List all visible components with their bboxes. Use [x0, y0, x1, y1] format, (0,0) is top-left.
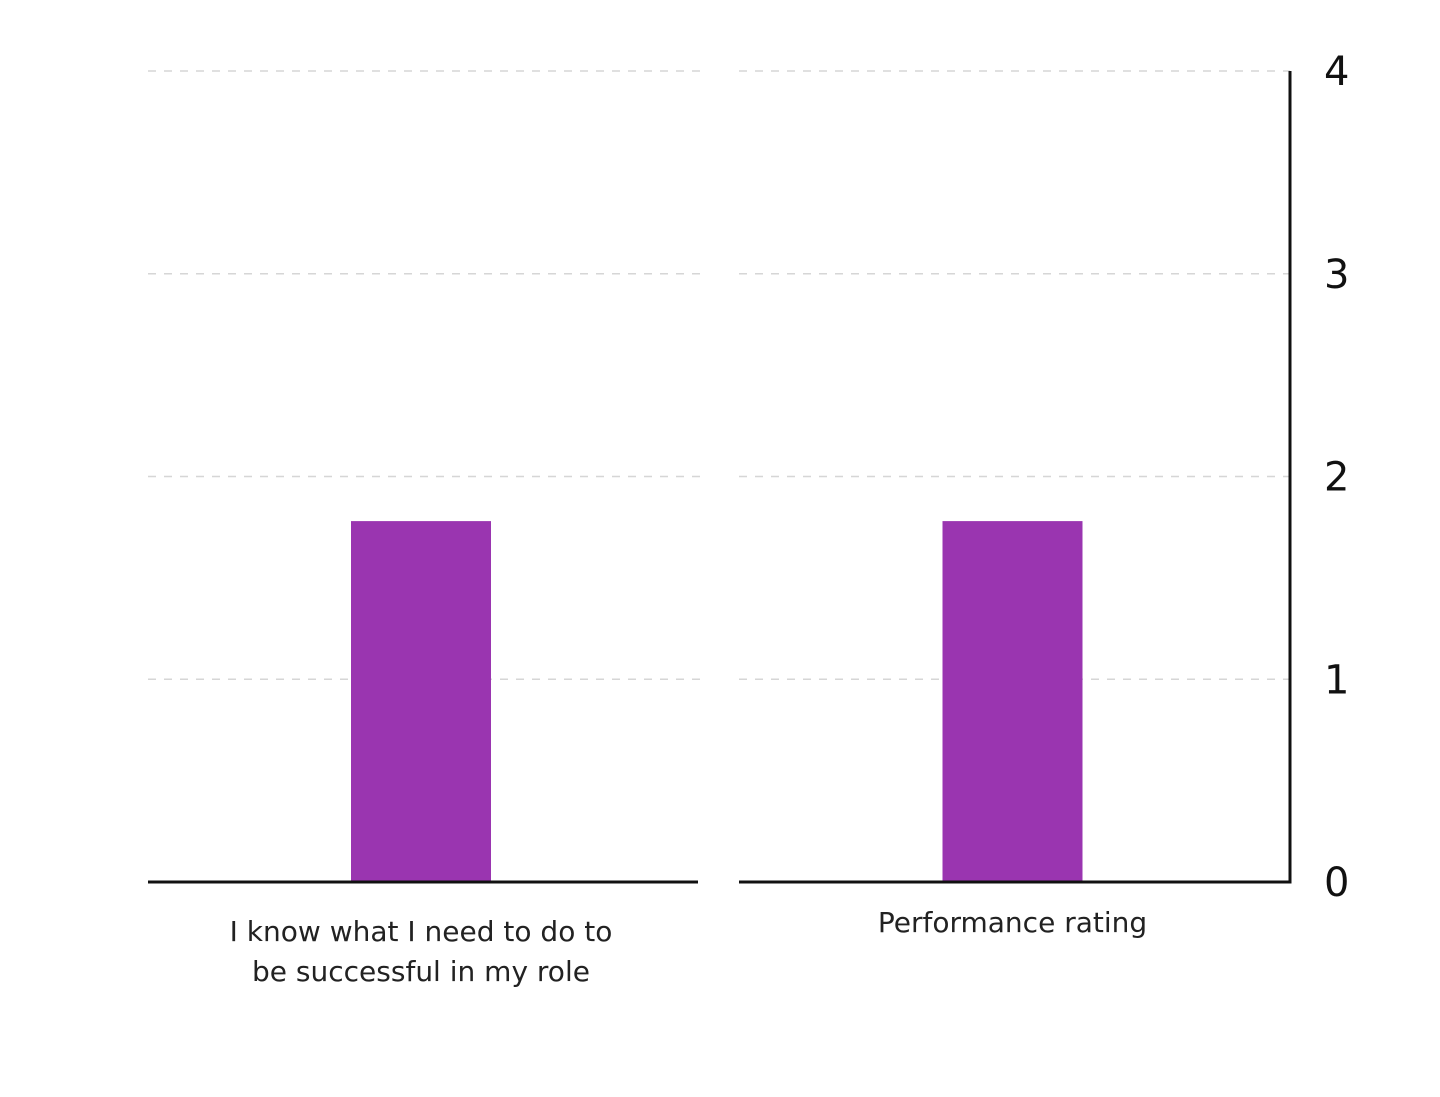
category-label: I know what I need to do to be successful…	[230, 915, 613, 988]
bar	[351, 521, 491, 882]
bars	[351, 521, 1083, 882]
category-label: Performance rating	[878, 906, 1147, 939]
bar	[942, 521, 1083, 882]
y-tick-label: 4	[1324, 49, 1349, 95]
y-tick-label: 0	[1324, 860, 1349, 906]
y-tick-label: 1	[1324, 657, 1349, 703]
y-tick-labels: 0 1 2 3 4	[1324, 49, 1349, 906]
y-tick-label: 3	[1324, 252, 1349, 298]
gridlines	[148, 70, 1290, 680]
y-tick-label: 2	[1324, 455, 1349, 501]
category-labels: I know what I need to do to be successful…	[230, 906, 1147, 988]
